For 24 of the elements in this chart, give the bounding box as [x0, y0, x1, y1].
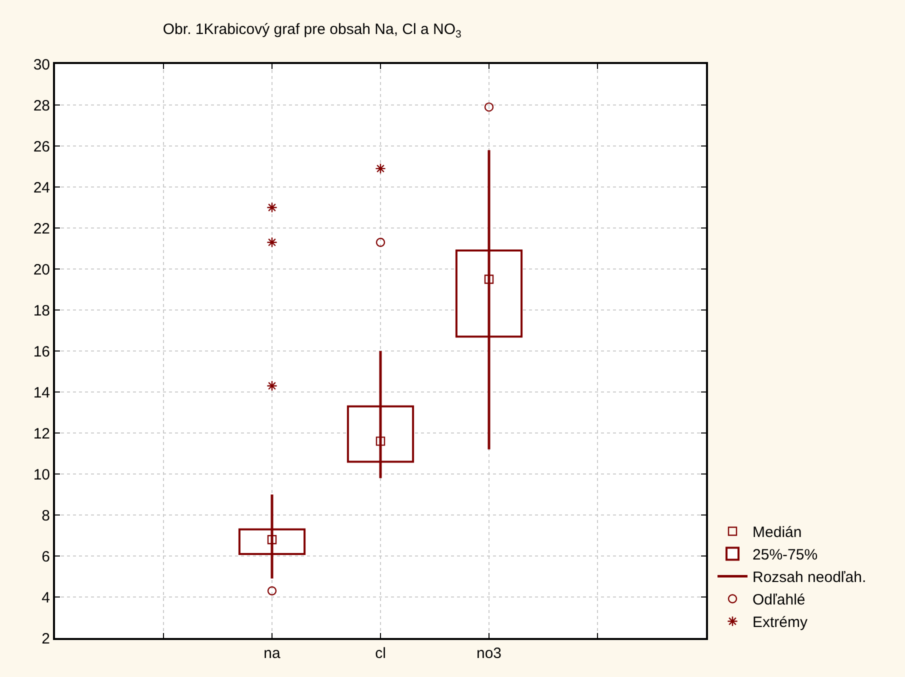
legend-label: Extrémy: [752, 614, 808, 632]
y-tick-label: 28: [33, 97, 50, 114]
y-tick-label: 18: [33, 302, 50, 320]
y-tick-label: 6: [42, 548, 50, 566]
x-tick-label: no3: [476, 645, 502, 662]
y-tick-label: 2: [42, 630, 50, 648]
y-tick-label: 8: [42, 507, 50, 524]
y-tick-label: 4: [42, 589, 50, 606]
x-tick-label: na: [264, 645, 281, 662]
legend-label: 25%-75%: [752, 546, 818, 564]
x-tick-label: cl: [375, 645, 386, 662]
y-tick-label: 30: [33, 56, 50, 74]
legend-label: Rozsah neodľah.: [752, 569, 866, 586]
y-tick-label: 10: [33, 466, 50, 484]
y-tick-label: 26: [33, 138, 50, 156]
legend-label: Odľahlé: [752, 592, 806, 609]
legend-label: Medián: [752, 524, 802, 542]
chart-title: Obr. 1Krabicový graf pre obsah Na, Cl a NO$_{3}$: [162, 21, 462, 40]
y-tick-label: 24: [33, 179, 50, 196]
y-tick-label: 20: [33, 261, 50, 278]
y-tick-label: 16: [33, 343, 50, 360]
y-tick-label: 12: [33, 425, 50, 442]
y-tick-label: 22: [33, 220, 50, 238]
y-tick-label: 14: [33, 384, 50, 402]
